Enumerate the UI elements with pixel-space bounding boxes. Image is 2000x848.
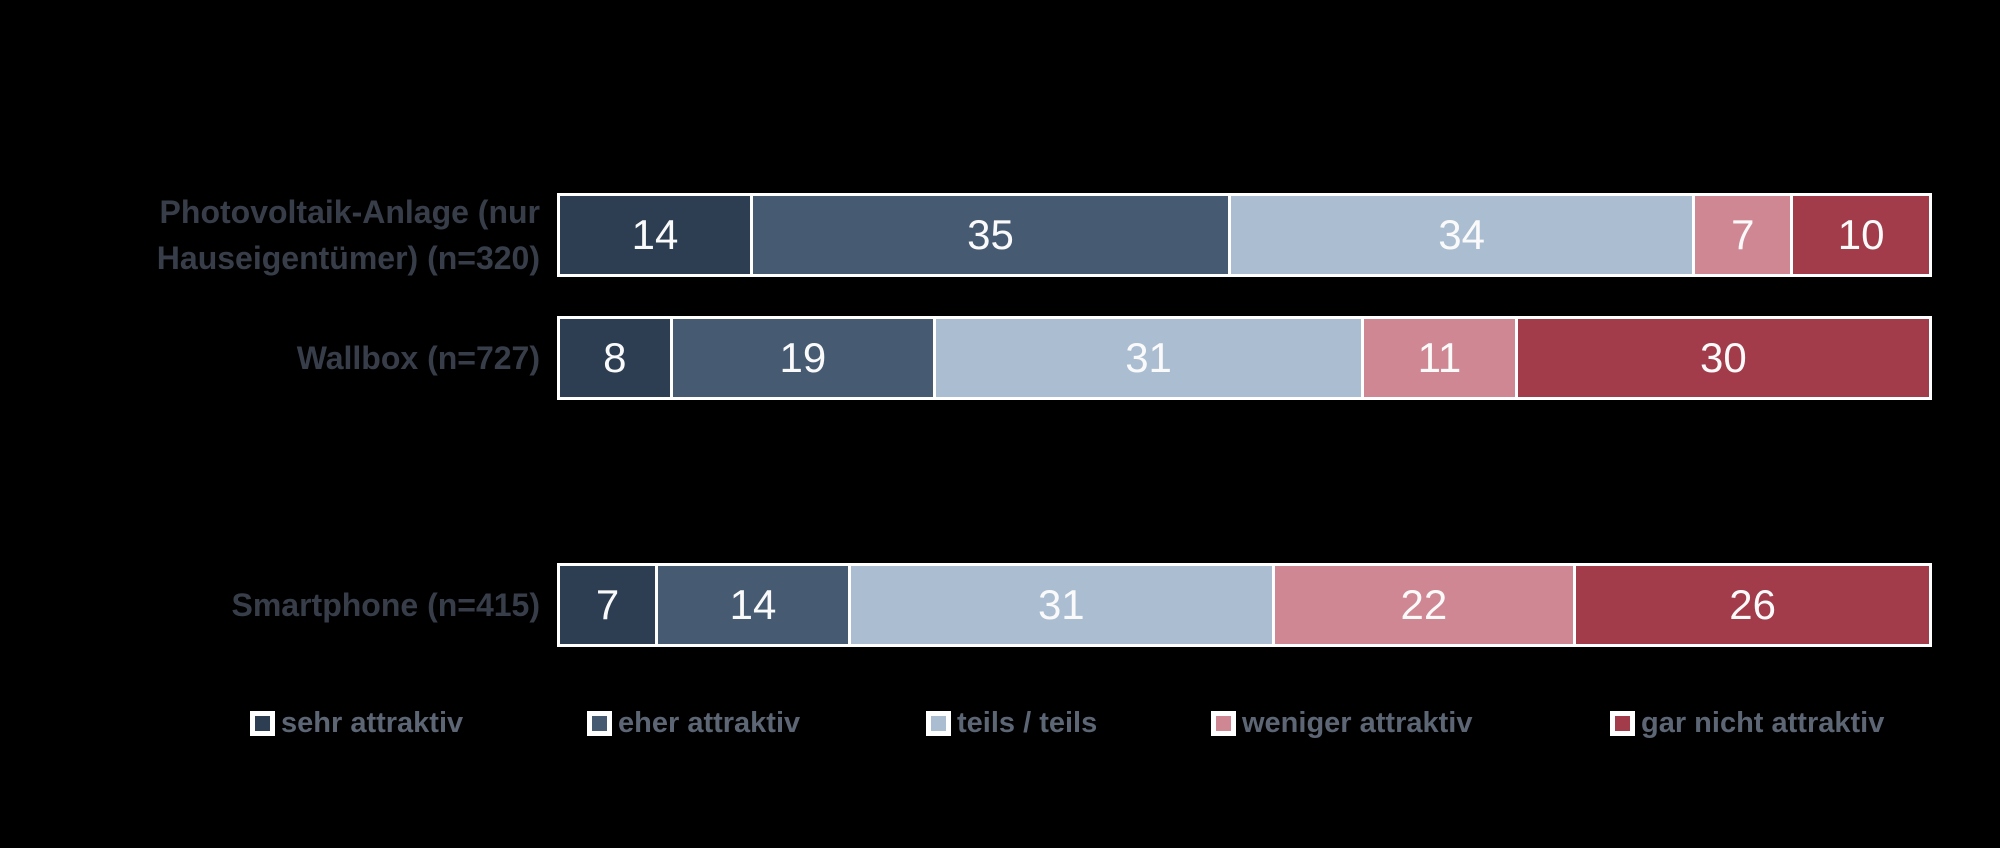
bar-segment: 19 — [672, 319, 934, 397]
bar-value-label: 8 — [603, 334, 627, 381]
bar-value-label: 7 — [595, 581, 620, 628]
bar-value-label: 31 — [1037, 581, 1085, 628]
bar-segment: 26 — [1576, 566, 1929, 644]
bar-value-label: 14 — [729, 581, 777, 628]
legend-swatch-icon — [1211, 710, 1236, 736]
bar-segment: 31 — [850, 566, 1272, 644]
bar-segment: 8 — [560, 319, 670, 397]
bar-value-label: 35 — [967, 211, 1014, 258]
legend-item: gar nicht attraktiv — [1610, 705, 1884, 741]
legend-item: sehr attraktiv — [250, 705, 463, 741]
legend: sehr attraktiv eher attraktiv teils / teil… — [0, 705, 2000, 741]
bar-value-label: 14 — [631, 211, 679, 258]
stacked-bar: 8 19 31 11 30 — [557, 316, 1932, 400]
bar-segment: 30 — [1517, 319, 1930, 397]
bar-segment: 7 — [560, 566, 655, 644]
category-label: Wallbox (n=727) — [296, 339, 540, 376]
bar-segment: 10 — [1793, 196, 1929, 274]
bar-segment: 11 — [1364, 319, 1515, 397]
bar-segment: 7 — [1695, 196, 1791, 274]
legend-label: teils / teils — [957, 706, 1098, 739]
bar-value-label: 26 — [1729, 581, 1776, 628]
bar-value-label: 34 — [1438, 211, 1485, 258]
stacked-bar: 7 14 31 22 26 — [557, 563, 1932, 647]
legend-item: weniger attraktiv — [1211, 705, 1472, 741]
legend-item: teils / teils — [926, 705, 1097, 741]
legend-label: weniger attraktiv — [1242, 706, 1473, 739]
legend-swatch-icon — [250, 710, 275, 736]
bar-segment: 34 — [1230, 196, 1693, 274]
bar-segment: 31 — [936, 319, 1362, 397]
category-label: Smartphone (n=415) — [231, 586, 540, 623]
bar-value-label: 31 — [1125, 334, 1172, 381]
legend-swatch-icon — [926, 710, 951, 736]
bar-value-label: 22 — [1400, 581, 1448, 628]
bar-value-label: 10 — [1837, 211, 1885, 258]
legend-label: sehr attraktiv — [281, 706, 464, 739]
legend-label: eher attraktiv — [618, 706, 801, 739]
bar-segment: 22 — [1274, 566, 1574, 644]
bar-value-label: 30 — [1700, 334, 1747, 381]
bar-segment: 14 — [657, 566, 848, 644]
bar-segment: 35 — [752, 196, 1228, 274]
legend-swatch-icon — [1610, 710, 1635, 736]
bar-value-label: 19 — [779, 334, 827, 381]
legend-item: eher attraktiv — [587, 705, 800, 741]
bar-segment: 14 — [560, 196, 750, 274]
bar-value-label: 7 — [1731, 211, 1755, 258]
bar-value-label: 11 — [1417, 334, 1462, 381]
category-label: Photovoltaik-Anlage (nur Hauseigentümer)… — [156, 193, 540, 276]
legend-label: gar nicht attraktiv — [1641, 706, 1885, 739]
legend-swatch-icon — [587, 710, 612, 736]
stacked-bar: 14 35 34 7 10 — [557, 193, 1932, 277]
